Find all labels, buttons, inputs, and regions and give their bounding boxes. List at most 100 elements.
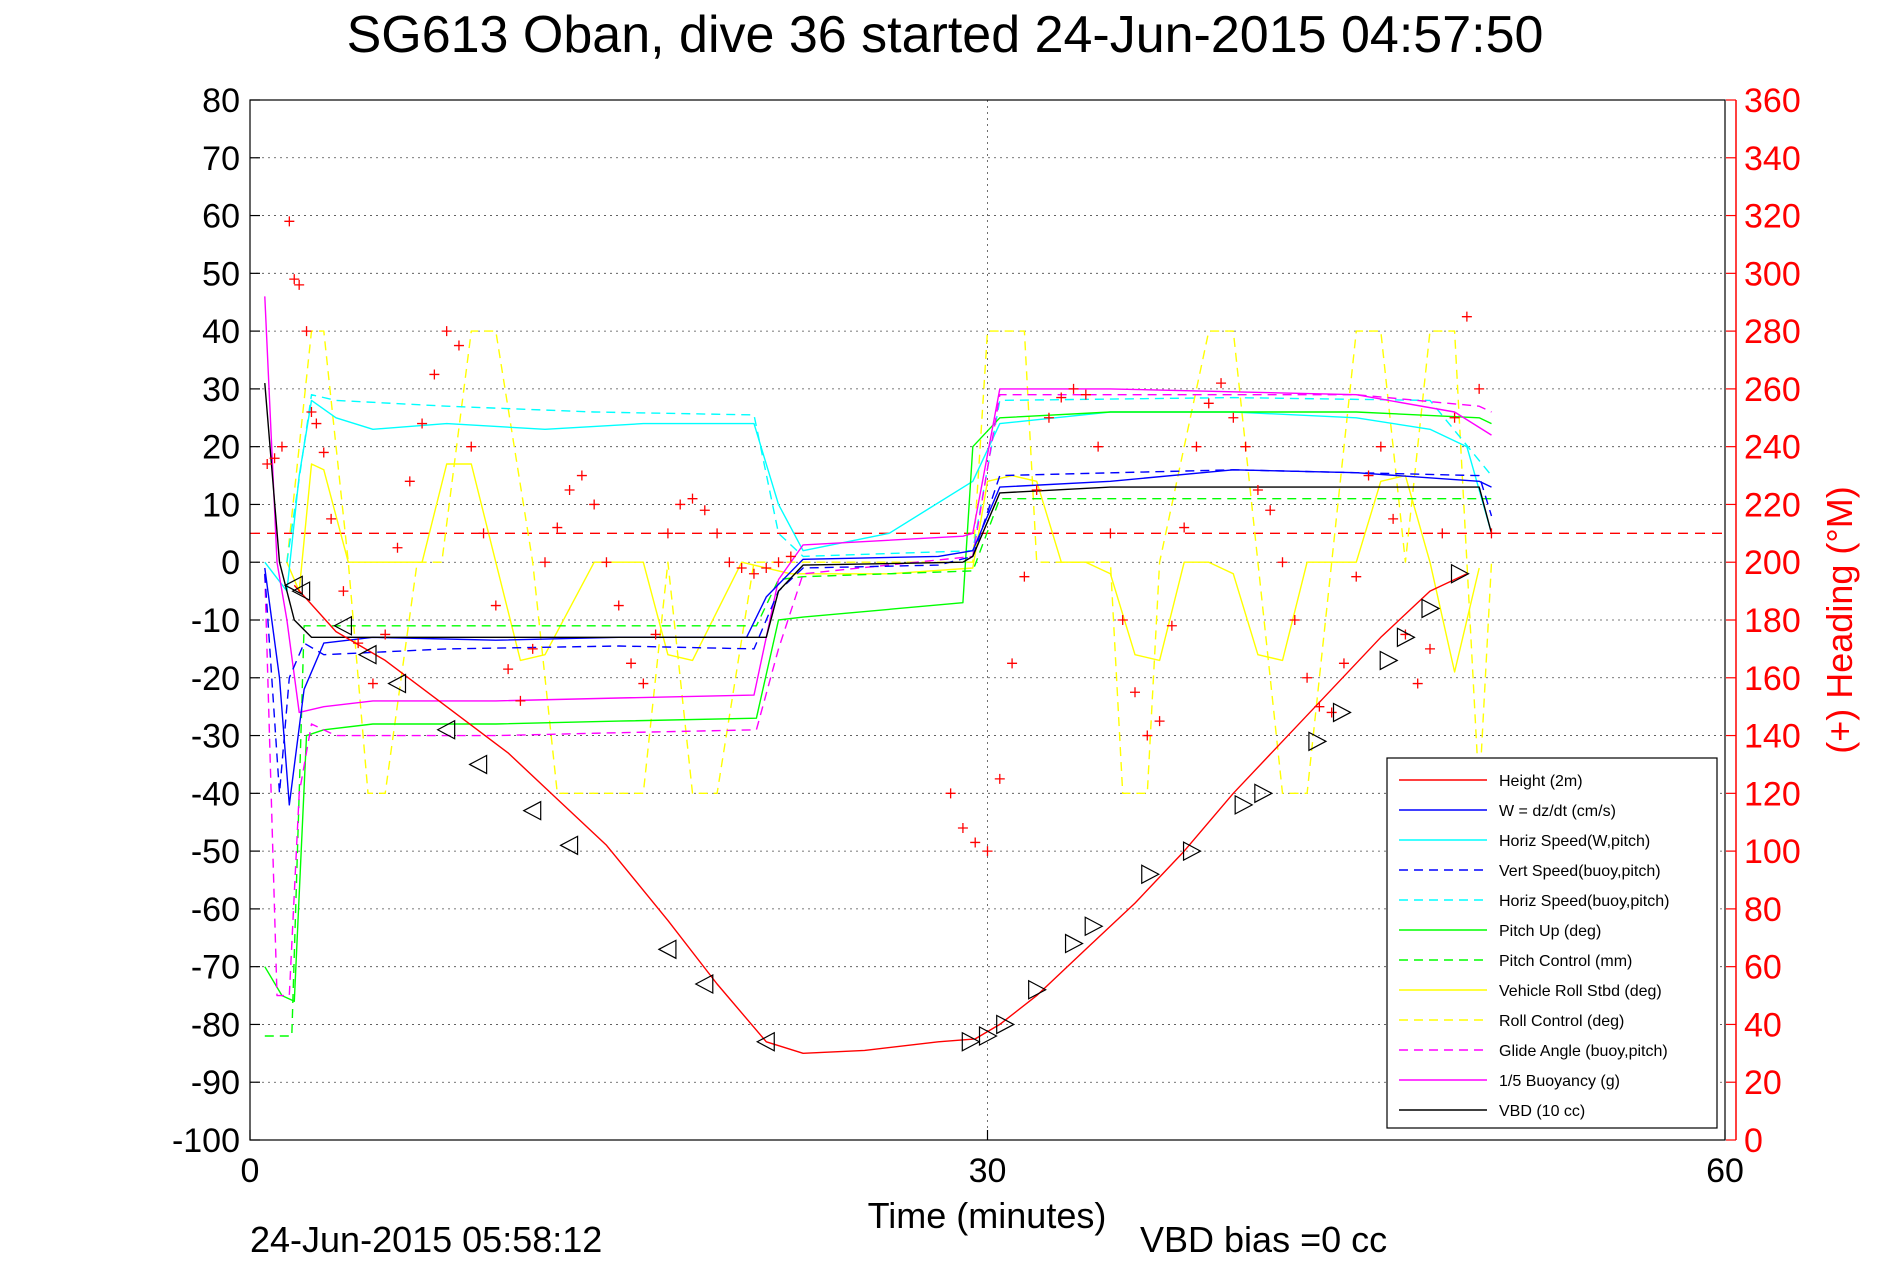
heading-point (301, 326, 312, 337)
left-tick-label: -70 (191, 949, 240, 987)
heading-point (1068, 383, 1079, 394)
heading-point (1080, 389, 1091, 400)
heading-point (1093, 441, 1104, 452)
triangle-marker (978, 1026, 998, 1046)
heading-point (380, 629, 391, 640)
right-tick-label: 340 (1744, 140, 1801, 178)
heading-point (353, 638, 364, 649)
triangle-marker (522, 800, 542, 821)
heading-point (748, 568, 759, 579)
legend-label: Roll Control (deg) (1499, 1013, 1624, 1030)
series-line (264, 394, 1492, 997)
heading-point (1166, 620, 1177, 631)
triangle-marker (755, 1031, 775, 1052)
right-axis-ticks: 3603403203002802602402202001801601401201… (1726, 82, 1801, 1160)
heading-point (970, 837, 981, 848)
left-tick-label: -80 (191, 1006, 240, 1044)
heading-point (326, 513, 337, 524)
heading-point (613, 600, 624, 611)
heading-point (662, 528, 673, 539)
heading-point (392, 542, 403, 553)
series-line (286, 394, 1493, 563)
heading-point (1302, 672, 1313, 683)
heading-point (1216, 378, 1227, 389)
left-tick-label: -20 (191, 660, 240, 698)
heading-point (1191, 441, 1202, 452)
right-tick-label: 220 (1744, 486, 1801, 524)
right-tick-label: 260 (1744, 371, 1801, 409)
left-tick-label: 30 (202, 371, 240, 409)
left-tick-label: -60 (191, 891, 240, 929)
legend: Height (2m) W = dz/dt (cm/s) Horiz Speed(W… (1386, 757, 1718, 1129)
series-line (286, 330, 1493, 794)
triangle-marker (1254, 783, 1274, 804)
legend-label: Horiz Speed(W,pitch) (1499, 833, 1650, 850)
left-tick-label: 60 (202, 198, 240, 236)
series-line (286, 463, 1480, 673)
heading-point (1474, 383, 1485, 394)
heading-point (367, 678, 378, 689)
heading-point (311, 418, 322, 429)
heading-point (650, 629, 661, 640)
heading-point (1412, 678, 1423, 689)
heading-point (1031, 485, 1042, 495)
heading-point (601, 557, 612, 568)
heading-point (675, 499, 686, 510)
right-tick-label: 360 (1744, 82, 1801, 120)
heading-point (1265, 505, 1276, 516)
heading-point (552, 522, 563, 533)
footer-vbd-bias: VBD bias =0 cc (1140, 1219, 1387, 1260)
heading-point (503, 664, 514, 675)
x-axis-label: Time (minutes) (868, 1195, 1107, 1236)
left-tick-label: 80 (202, 82, 240, 120)
series-line (264, 469, 1493, 794)
heading-point (294, 279, 305, 290)
heading-point (1351, 571, 1362, 582)
series-line (264, 383, 1493, 638)
heading-point (1007, 658, 1018, 669)
heading-point (773, 557, 784, 568)
heading-point (453, 340, 464, 351)
heading-point (1154, 716, 1165, 727)
triangle-marker (996, 1014, 1015, 1035)
heading-point (1019, 571, 1030, 582)
heading-point (1056, 392, 1067, 403)
legend-label: Vert Speed(buoy,pitch) (1499, 863, 1661, 880)
legend-label: Horiz Speed(buoy,pitch) (1499, 893, 1669, 910)
heading-point (276, 441, 287, 452)
right-tick-label: 120 (1744, 775, 1801, 813)
heading-point (338, 586, 349, 597)
right-tick-label: 60 (1744, 949, 1782, 987)
left-tick-label: -100 (172, 1122, 240, 1160)
left-tick-label: -40 (191, 775, 240, 813)
series-layer (264, 296, 1493, 1055)
left-tick-label: 70 (202, 140, 240, 178)
legend-label: Height (2m) (1499, 773, 1583, 790)
heading-point (761, 563, 772, 573)
heading-point (1363, 470, 1374, 481)
heading-point (417, 418, 428, 429)
heading-point (1179, 522, 1190, 533)
heading-point (1240, 441, 1251, 452)
heading-point (736, 563, 747, 573)
right-tick-label: 300 (1744, 255, 1801, 293)
triangle-marker (283, 575, 303, 596)
heading-point (1142, 730, 1153, 741)
heading-point (289, 274, 300, 285)
legend-label: VBD (10 cc) (1499, 1103, 1585, 1120)
left-tick-label: 50 (202, 255, 240, 293)
heading-point (1425, 643, 1435, 654)
heading-point (478, 528, 489, 539)
triangle-marker (1332, 702, 1352, 723)
heading-point (269, 453, 280, 464)
right-tick-label: 140 (1744, 718, 1801, 756)
right-tick-label: 0 (1744, 1122, 1763, 1160)
heading-point (1388, 513, 1399, 524)
heading-point (945, 788, 956, 799)
legend-box (1386, 757, 1718, 1129)
right-tick-label: 80 (1744, 891, 1782, 929)
legend-label: 1/5 Buoyancy (g) (1499, 1073, 1620, 1090)
triangle-marker (694, 974, 714, 994)
left-tick-label: -10 (191, 602, 240, 640)
triangle-marker (559, 835, 579, 856)
